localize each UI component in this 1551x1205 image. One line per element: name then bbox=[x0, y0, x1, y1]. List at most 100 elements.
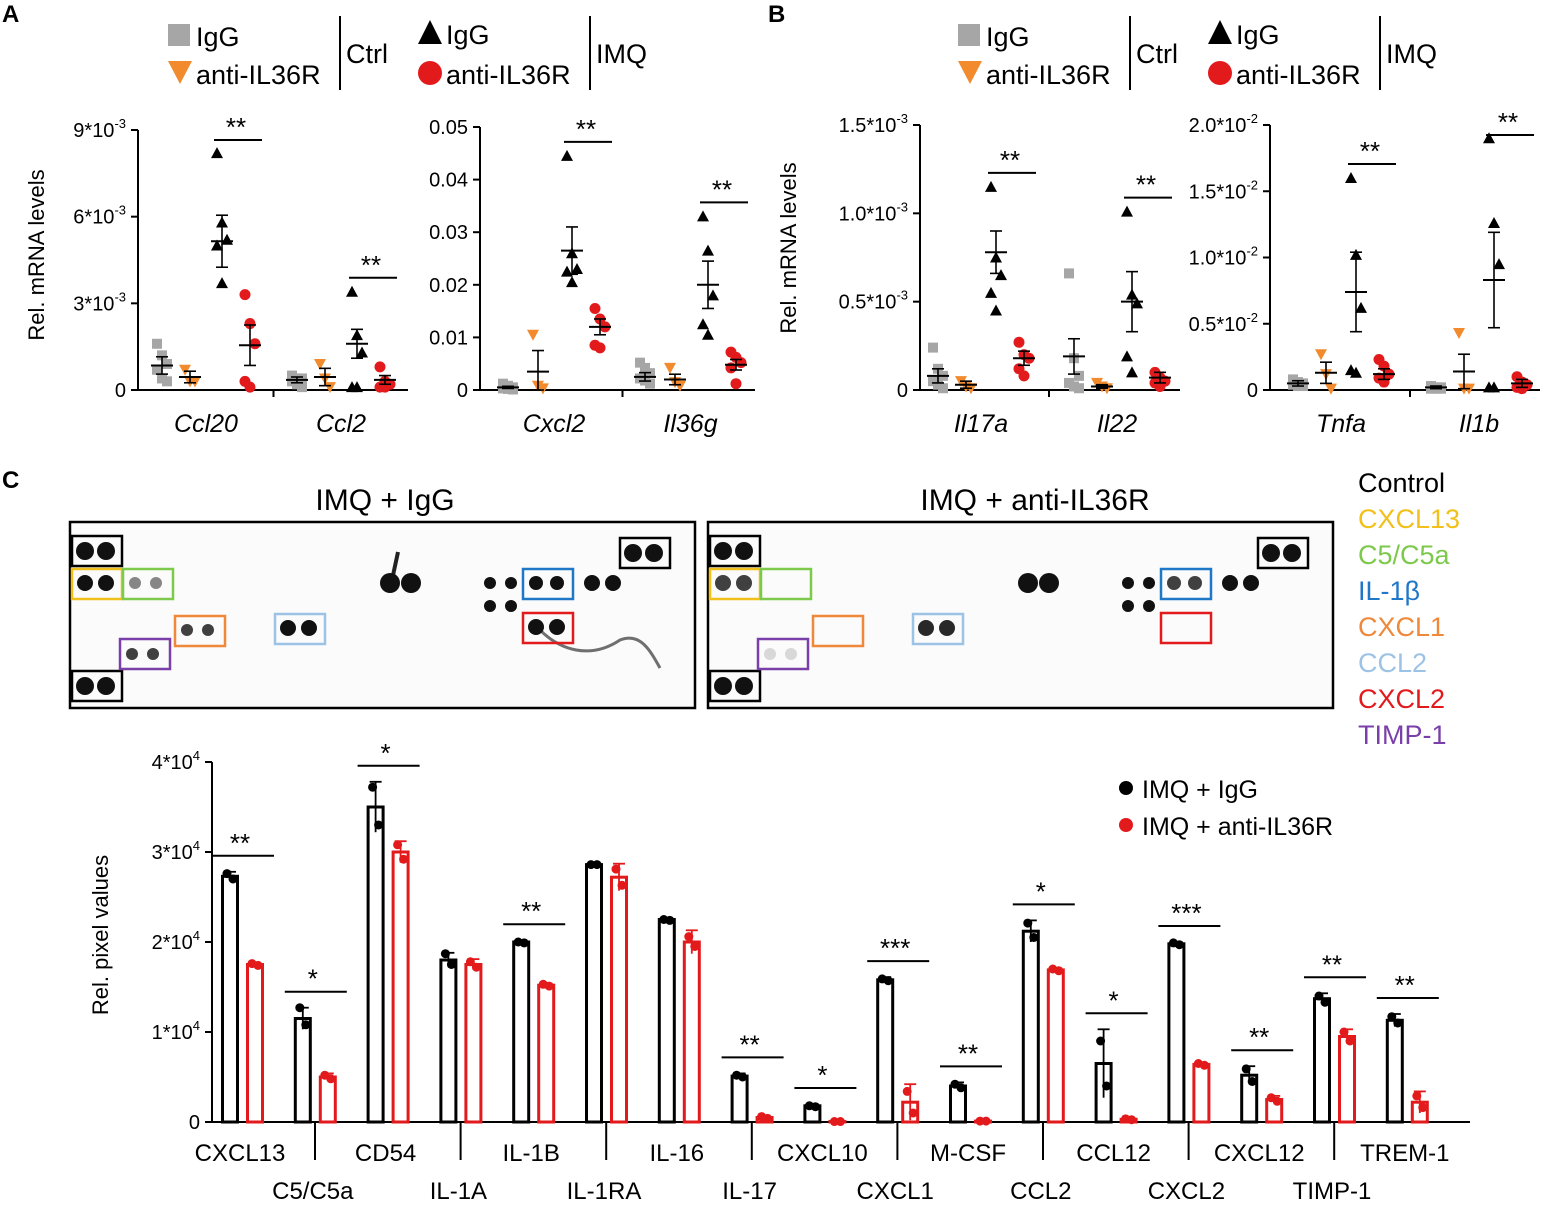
bar-point-anti bbox=[544, 981, 554, 991]
c5-box bbox=[121, 567, 175, 601]
sig-stars: ** bbox=[958, 1038, 978, 1068]
control-box bbox=[1256, 536, 1310, 570]
bar-legend-anti-marker bbox=[1119, 818, 1133, 832]
y-tick-label: 6*10-3 bbox=[73, 203, 126, 229]
blot-right-frame bbox=[706, 520, 1335, 710]
gene-label: Il1b bbox=[1459, 410, 1499, 438]
control-spot bbox=[735, 542, 753, 560]
bar-igg bbox=[366, 805, 385, 1124]
spot bbox=[1143, 600, 1155, 612]
il1b-spot bbox=[1188, 576, 1202, 590]
data-point bbox=[314, 359, 326, 370]
sig-stars: * bbox=[817, 1060, 827, 1090]
data-point bbox=[1516, 383, 1528, 395]
control-spot bbox=[1283, 544, 1301, 562]
data-point bbox=[697, 210, 709, 222]
panel-label-c: C bbox=[2, 467, 19, 494]
bar-igg bbox=[657, 918, 676, 1124]
category-label: IL-1A bbox=[430, 1178, 487, 1205]
sig-stars: ** bbox=[226, 112, 246, 142]
sig-stars: ** bbox=[361, 250, 381, 280]
y-tick-label-exp: -3 bbox=[896, 288, 908, 303]
c5-spot bbox=[150, 577, 162, 589]
bar-igg bbox=[293, 1017, 312, 1124]
control-spot bbox=[97, 677, 115, 695]
bar-point-anti bbox=[690, 942, 700, 951]
y-tick-label-exp: 4 bbox=[193, 748, 200, 763]
gene-label: Tnfa bbox=[1316, 410, 1366, 438]
c5-box bbox=[759, 567, 813, 601]
ylabel-b: Rel. mRNA levels bbox=[776, 162, 801, 333]
legend-imq-group: IMQ bbox=[596, 39, 647, 69]
spot bbox=[1039, 573, 1059, 593]
spot bbox=[1018, 573, 1038, 593]
plot-b-cytokines-2: 0 0.5*10-2 1.0*10-2 1.5*10-2 2.0*10-2 Tnfa ** I… bbox=[1189, 107, 1540, 438]
control-spot bbox=[645, 544, 663, 562]
bar-point-anti bbox=[1199, 1060, 1209, 1070]
blot-legend: Control CXCL13 C5/C5a IL-1β CXCL1 CCL2 C… bbox=[1358, 468, 1460, 750]
data-point bbox=[1018, 370, 1030, 382]
cxcl2-spot bbox=[528, 619, 544, 635]
y-tick-label: 0 bbox=[897, 380, 908, 402]
spot bbox=[584, 575, 600, 591]
data-point bbox=[990, 304, 1002, 316]
y-tick-label: 1*104 bbox=[152, 1018, 200, 1044]
legend-imq-igg: IgG bbox=[446, 20, 490, 50]
bar-point-igg bbox=[519, 938, 529, 948]
sig-stars: ** bbox=[1000, 145, 1020, 175]
data-point bbox=[635, 357, 645, 368]
data-point bbox=[1488, 381, 1500, 393]
category-label: TREM-1 bbox=[1360, 1140, 1449, 1167]
data-point bbox=[374, 361, 386, 373]
data-point bbox=[508, 384, 518, 395]
blot-legend-cxcl2: CXCL2 bbox=[1358, 684, 1445, 714]
blot-right: IMQ + anti-IL36R bbox=[706, 484, 1335, 710]
bar-point-igg bbox=[1096, 1036, 1106, 1046]
legend-b-imq-anti-marker bbox=[1208, 61, 1232, 85]
data-point bbox=[702, 244, 714, 256]
y-tick-label-exp: -2 bbox=[1246, 111, 1258, 126]
control-spot bbox=[1262, 544, 1280, 562]
bar-point-anti bbox=[1345, 1036, 1355, 1046]
legend-ctrl-igg-marker bbox=[168, 24, 190, 46]
bar-anti bbox=[1192, 1062, 1211, 1124]
legend-b: IgG anti-IL36R Ctrl IgG anti-IL36R IMQ bbox=[958, 16, 1437, 90]
data-point bbox=[239, 289, 251, 301]
bar-point-igg bbox=[883, 976, 893, 986]
cxcl1-spot bbox=[181, 624, 193, 636]
y-tick-label-exp: 4 bbox=[193, 838, 200, 853]
legend-b-imq-anti: anti-IL36R bbox=[1236, 60, 1361, 90]
y-tick-label: 4*104 bbox=[152, 748, 200, 774]
y-tick-label: 0 bbox=[115, 380, 126, 402]
blot-legend-c5: C5/C5a bbox=[1358, 540, 1451, 570]
y-tick-label-exp: -2 bbox=[1246, 177, 1258, 192]
bar-point-igg bbox=[368, 782, 378, 792]
data-point bbox=[157, 350, 167, 361]
cxcl13-spot bbox=[715, 575, 731, 591]
spot bbox=[484, 577, 496, 589]
bar-anti bbox=[537, 983, 556, 1124]
plot-a-chemokines-2: 0 0.01 0.02 0.03 0.04 0.05 Cxcl2 ** Il36g ** bbox=[429, 114, 755, 438]
y-tick-label: 0.01 bbox=[429, 327, 468, 349]
y-tick-label-exp: -3 bbox=[114, 116, 126, 131]
plot-b-cytokines-1: 0 0.5*10-3 1.0*10-3 1.5*10-3 Il17a ** Il22 ** bbox=[839, 111, 1180, 438]
data-point bbox=[674, 380, 686, 392]
data-point bbox=[702, 328, 714, 340]
bar-point-anti bbox=[1272, 1096, 1282, 1106]
category-label: M-CSF bbox=[930, 1140, 1006, 1167]
blot-left-title: IMQ + IgG bbox=[315, 484, 454, 517]
sig-stars: ** bbox=[576, 114, 596, 144]
bar-anti bbox=[682, 940, 701, 1124]
y-tick-label: 1.5*10-2 bbox=[1189, 177, 1258, 203]
bar-point-anti bbox=[1412, 1091, 1422, 1101]
spot bbox=[605, 575, 621, 591]
bar-point-igg bbox=[1387, 1012, 1397, 1022]
bar-point-igg bbox=[1393, 1018, 1403, 1028]
bar-igg bbox=[585, 863, 603, 1124]
data-point bbox=[351, 381, 363, 393]
data-point bbox=[244, 381, 256, 393]
cxcl13-spot bbox=[77, 575, 93, 591]
data-point bbox=[216, 277, 228, 289]
il1b-spot bbox=[1167, 576, 1181, 590]
bar-point-anti bbox=[908, 1108, 918, 1118]
